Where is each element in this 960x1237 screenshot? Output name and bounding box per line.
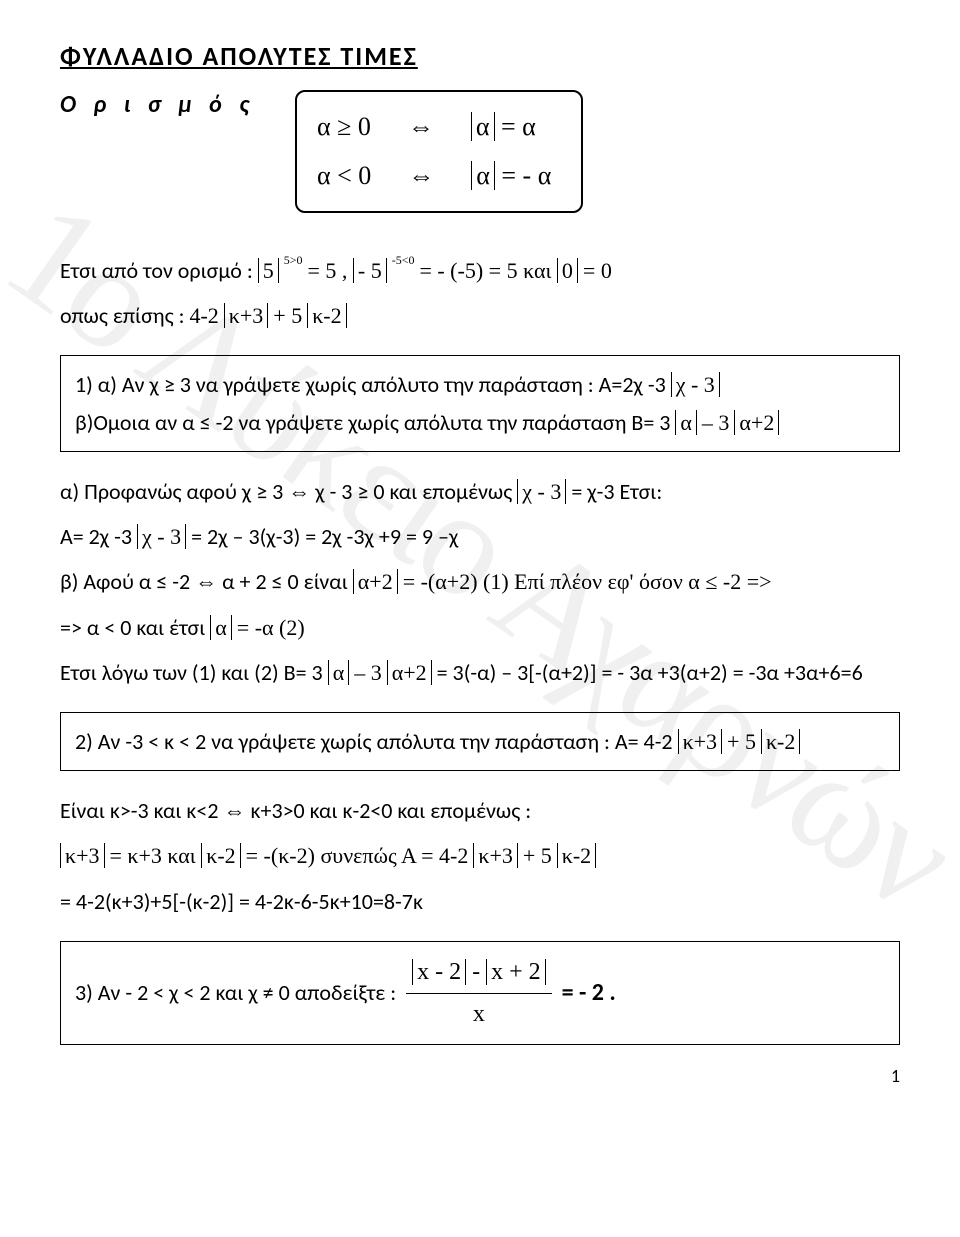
- exercise-3-box: 3) Αν - 2 < χ < 2 και χ ≠ 0 αποδείξτε : …: [60, 941, 900, 1046]
- p1-pre: Ετσι από τον ορισμό :: [60, 257, 258, 284]
- definition-label: Ο ρ ι σ μ ό ς: [60, 90, 255, 119]
- exercise-2-box: 2) Αν -3 < κ < 2 να γράψετε χωρίς απόλυτ…: [60, 712, 900, 771]
- p6-after: = -α (2): [237, 615, 305, 640]
- p7-abs1: α: [328, 660, 350, 685]
- p6-abs: α: [210, 615, 232, 640]
- p3-abs: χ - 3: [517, 479, 566, 504]
- p1-mid2: = - (-5) = 5 και: [419, 258, 556, 283]
- definition-box: α ≥ 0 ⇔ α = α α < 0 ⇔ α = - α: [295, 90, 583, 213]
- box3-num-abs2: x + 2: [486, 959, 546, 985]
- box3-fraction: x - 2 - x + 2 x: [406, 952, 552, 1035]
- ex1a-text: 1) α) Αν χ ≥ 3 να γράψετε χωρίς απόλυτο …: [75, 371, 666, 398]
- page-title: ΦΥΛΛΑΔΙΟ ΑΠΟΛΥΤΕΣ ΤΙΜΕΣ: [60, 40, 900, 72]
- iff-icon: ⇔: [408, 112, 434, 141]
- p1-sup1: 5>0: [284, 253, 303, 267]
- page-number: 1: [891, 1065, 900, 1087]
- p1-mid1: = 5 ,: [307, 258, 352, 283]
- p5-pre: β) Αφού α ≤ -2 ⇔ α + 2 ≤ 0 είναι: [60, 568, 353, 595]
- p3-text: α) Προφανώς αφού χ ≥ 3 ⇔ χ - 3 ≥ 0 και ε…: [60, 478, 517, 505]
- p2-abs-k2: κ-2: [307, 303, 346, 328]
- box3-pre: 3) Αν - 2 < χ < 2 και χ ≠ 0 αποδείξτε :: [75, 974, 396, 1011]
- p2-expr-a: 4-2: [189, 303, 218, 328]
- ex1b-abs2: α+2: [734, 410, 779, 435]
- p1-abs5: 5: [258, 258, 279, 283]
- p4-pre: Α= 2χ -3: [60, 523, 132, 550]
- p9-mid3: + 5: [523, 843, 552, 868]
- ex1a-abs: χ - 3: [671, 372, 720, 397]
- sol1a-line1: α) Προφανώς αφού χ ≥ 3 ⇔ χ - 3 ≥ 0 και ε…: [60, 474, 900, 509]
- sol1b-line2: => α < 0 και έτσι α = -α (2): [60, 610, 900, 645]
- p4-abs: χ - 3: [137, 524, 186, 549]
- p1-mid3: = 0: [583, 258, 612, 283]
- p9-mid2: = -(κ-2) συνεπώς Α = 4-2: [246, 843, 469, 868]
- box2-mid: + 5: [727, 729, 756, 754]
- box3-after: = - 2 .: [562, 973, 616, 1014]
- p7-pre: Ετσι λόγω των (1) και (2) Β= 3: [60, 659, 323, 686]
- p6-pre: => α < 0 και έτσι: [60, 614, 210, 641]
- p7-after: = 3(-α) – 3[-(α+2)] = - 3α +3(α+2) = -3α…: [437, 659, 863, 686]
- sol2-line1: Είναι κ>-3 και κ<2 ⇔ κ+3>0 και κ-2<0 και…: [60, 793, 900, 828]
- p7-abs2: α+2: [387, 660, 432, 685]
- page-content: ΦΥΛΛΑΔΙΟ ΑΠΟΛΥΤΕΣ ΤΙΜΕΣ Ο ρ ι σ μ ό ς α …: [60, 40, 900, 1045]
- def1-abs: α: [471, 112, 495, 141]
- p9-abs4: κ-2: [557, 843, 596, 868]
- sol1b-line3: Ετσι λόγω των (1) και (2) Β= 3 α – 3 α+2…: [60, 655, 900, 690]
- definition-row: Ο ρ ι σ μ ό ς α ≥ 0 ⇔ α = α α < 0 ⇔ α = …: [60, 90, 900, 213]
- p2-abs-k3: κ+3: [224, 303, 269, 328]
- sol2-line3: = 4-2(κ+3)+5[-(κ-2)] = 4-2κ-6-5κ+10=8-7κ: [60, 884, 900, 919]
- def1-eq: = α: [501, 112, 536, 141]
- p1-absm5: - 5: [353, 258, 387, 283]
- box3-num-mid: -: [472, 959, 486, 985]
- box2-pre: 2) Αν -3 < κ < 2 να γράψετε χωρίς απόλυτ…: [75, 728, 673, 755]
- box3-den: x: [406, 994, 552, 1035]
- ex1b-text: β)Ομοια αν α ≤ -2 να γράψετε χωρίς απόλυ…: [75, 409, 670, 436]
- sol1b-line1: β) Αφού α ≤ -2 ⇔ α + 2 ≤ 0 είναι α+2 = -…: [60, 564, 900, 599]
- p2-plus5: + 5: [273, 303, 302, 328]
- box2-abs2: κ-2: [761, 729, 800, 754]
- ex1b-abs1: α: [675, 410, 697, 435]
- p3-after: = χ-3 Ετσι:: [571, 478, 662, 505]
- example-line-1: Ετσι από τον ορισμό : 5 5>0 = 5 , - 5 -5…: [60, 253, 900, 288]
- p5-abs: α+2: [353, 569, 398, 594]
- box3-num: x - 2 - x + 2: [406, 952, 552, 994]
- p9-abs3: κ+3: [473, 843, 518, 868]
- ex1b-mid: – 3: [702, 410, 730, 435]
- def2-abs: α: [471, 161, 495, 190]
- def1-left: α ≥ 0: [317, 112, 371, 141]
- ex1b: β)Ομοια αν α ≤ -2 να γράψετε χωρίς απόλυ…: [75, 404, 885, 441]
- p4-after: = 2χ – 3(χ-3) = 2χ -3χ +9 = 9 –χ: [191, 523, 458, 550]
- p9-mid1: = κ+3 και: [109, 843, 201, 868]
- p5-mid: = -(α+2) (1) Επί πλέον εφ' όσον α ≤ -2 =…: [403, 569, 772, 594]
- example-line-2: οπως επίσης : 4-2 κ+3 + 5 κ-2: [60, 298, 900, 333]
- p9-abs2: κ-2: [201, 843, 240, 868]
- p2-pre: οπως επίσης :: [60, 302, 189, 329]
- p7-mid1: – 3: [354, 660, 382, 685]
- def-line-2: α < 0 ⇔ α = - α: [317, 151, 551, 200]
- p1-sup2: -5<0: [392, 253, 415, 267]
- sol1a-line2: Α= 2χ -3 χ - 3 = 2χ – 3(χ-3) = 2χ -3χ +9…: [60, 519, 900, 554]
- def2-eq: = - α: [501, 161, 551, 190]
- exercise-1-box: 1) α) Αν χ ≥ 3 να γράψετε χωρίς απόλυτο …: [60, 355, 900, 452]
- p1-abs0: 0: [557, 258, 578, 283]
- p9-abs1: κ+3: [60, 843, 105, 868]
- box3-num-abs1: x - 2: [412, 959, 466, 985]
- def-line-1: α ≥ 0 ⇔ α = α: [317, 102, 551, 151]
- def2-left: α < 0: [317, 161, 371, 190]
- iff-icon: ⇔: [408, 161, 434, 190]
- ex1a: 1) α) Αν χ ≥ 3 να γράψετε χωρίς απόλυτο …: [75, 366, 885, 403]
- box2-abs1: κ+3: [678, 729, 723, 754]
- sol2-line2: κ+3 = κ+3 και κ-2 = -(κ-2) συνεπώς Α = 4…: [60, 838, 900, 873]
